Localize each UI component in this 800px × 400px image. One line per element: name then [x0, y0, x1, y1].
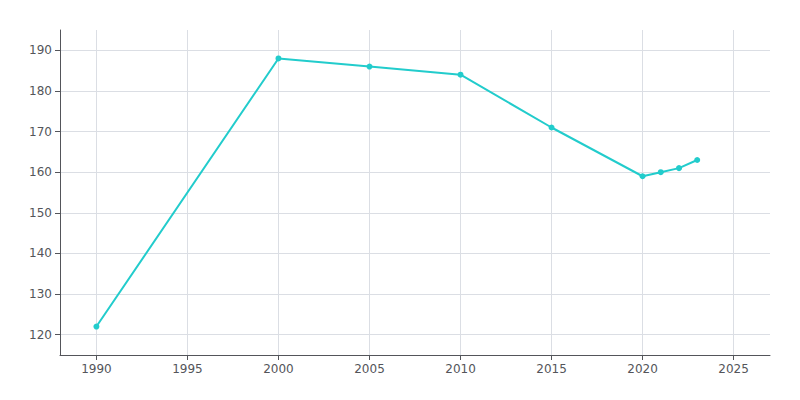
svg-text:1990: 1990	[81, 362, 112, 376]
svg-text:150: 150	[29, 206, 52, 220]
svg-text:180: 180	[29, 84, 52, 98]
svg-text:2020: 2020	[627, 362, 658, 376]
svg-text:120: 120	[29, 328, 52, 342]
svg-text:170: 170	[29, 125, 52, 139]
svg-text:2005: 2005	[354, 362, 385, 376]
svg-text:2000: 2000	[263, 362, 294, 376]
svg-text:190: 190	[29, 43, 52, 57]
svg-text:160: 160	[29, 165, 52, 179]
svg-text:1995: 1995	[172, 362, 203, 376]
svg-text:130: 130	[29, 287, 52, 301]
svg-text:2025: 2025	[718, 362, 749, 376]
svg-text:140: 140	[29, 246, 52, 260]
svg-text:2010: 2010	[445, 362, 476, 376]
svg-text:2015: 2015	[536, 362, 567, 376]
